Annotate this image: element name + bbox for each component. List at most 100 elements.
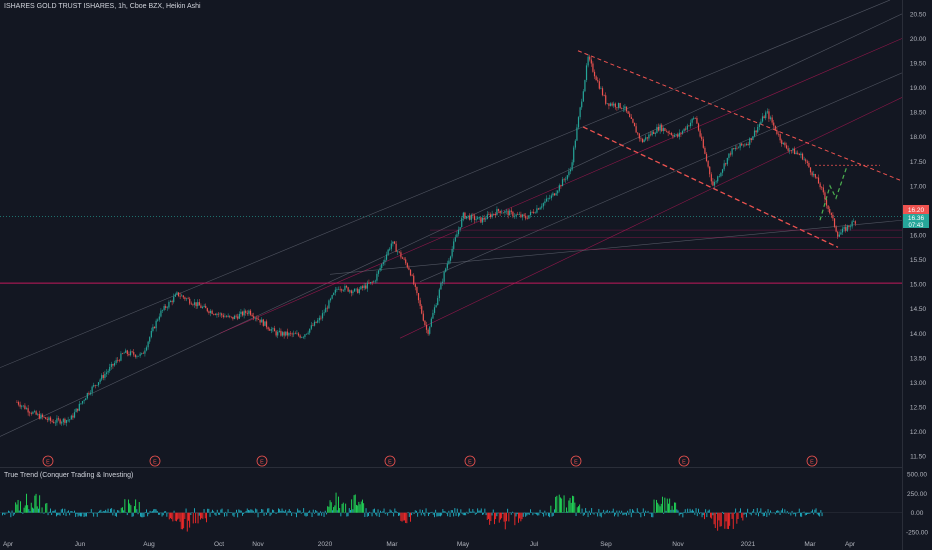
candle-body (467, 215, 469, 217)
indicator-bar (160, 512, 162, 514)
indicator-bar (392, 512, 393, 513)
indicator-bar (402, 512, 404, 521)
indicator-bar (407, 511, 409, 513)
candle-body (144, 350, 146, 354)
candle-body (792, 148, 794, 151)
candle-body (305, 333, 308, 335)
candle-body (214, 314, 216, 316)
indicator-bar (545, 512, 547, 516)
indicator-bar (752, 511, 753, 513)
candle-body (277, 331, 279, 336)
candle-body (384, 259, 386, 263)
candle-body (653, 131, 655, 134)
candle-body (312, 325, 314, 326)
candle-body (478, 217, 480, 218)
indicator-bar (814, 509, 816, 513)
indicator-bar (737, 512, 739, 520)
candle-body (317, 320, 319, 323)
indicator-bar (171, 512, 173, 520)
indicator-axis[interactable]: 500.00 250.00 0.00 -250.00 (906, 471, 928, 536)
candle-body (624, 106, 626, 109)
indicator-bar (818, 512, 819, 516)
indicator-bar (35, 493, 37, 513)
indicator-bar (549, 512, 551, 518)
indicator-bar (790, 512, 792, 516)
indicator-bar (201, 512, 203, 519)
candle-body (96, 385, 98, 386)
candle-body (681, 131, 684, 134)
candle-body (561, 179, 564, 187)
indicator-bar (184, 512, 186, 519)
candle-body (310, 325, 312, 329)
candle-body (497, 209, 500, 211)
indicator-bar (80, 512, 81, 517)
indicator-bar (596, 512, 597, 514)
indicator-bar (726, 512, 728, 529)
candle-body (38, 413, 40, 419)
candle-body (600, 88, 602, 89)
indicator-bar (675, 502, 677, 513)
price-axis[interactable]: 20.50 20.00 19.50 19.00 18.50 18.00 17.50 17.00… (910, 11, 927, 460)
indicator-bar (298, 510, 300, 513)
indicator-bar (33, 508, 35, 513)
candle-body (829, 208, 831, 213)
indicator-bar (275, 512, 277, 515)
candle-body (53, 421, 55, 424)
indicator-bar (172, 512, 174, 522)
indicator-bar (82, 512, 84, 514)
candle-body (211, 310, 213, 314)
indicator-bar (694, 512, 696, 515)
indicator-bar (710, 512, 711, 518)
indicator-bar (612, 508, 614, 513)
indicator-bar (466, 511, 468, 513)
indicator-bar (188, 512, 189, 521)
indicator-bar (290, 511, 291, 513)
candle-body (94, 384, 96, 386)
price-badge-mid-bg (903, 214, 929, 228)
indicator-bar (558, 494, 560, 513)
candle-body (174, 294, 176, 297)
indicator-bar (647, 510, 649, 513)
indicator-bar (174, 512, 176, 521)
indicator-bar (563, 495, 565, 513)
candle-body (411, 275, 413, 277)
candle-body (795, 152, 797, 155)
indicator-bar (717, 512, 719, 531)
candle-body (785, 145, 788, 149)
candle-body (649, 134, 652, 136)
indicator-bar (244, 512, 246, 513)
indicator-bar (264, 512, 266, 514)
candle-body (438, 289, 440, 299)
indicator-bar (327, 506, 329, 513)
time-axis[interactable]: Apr Jun Aug Oct Nov 2020 Mar May Jul Sep Nov 2021 Ma… (3, 541, 856, 548)
indicator-bar (532, 512, 534, 516)
candle-body (301, 337, 303, 338)
candle-body (157, 319, 159, 321)
indicator-bar (778, 510, 780, 513)
candle-body (251, 314, 253, 317)
candle-body (568, 171, 570, 176)
indicator-bar (144, 512, 146, 513)
indicator-bar (69, 512, 71, 516)
candle-body (110, 364, 112, 367)
indicator-bar (189, 512, 191, 528)
indicator-bar (791, 510, 793, 513)
indicator-bar (513, 512, 515, 514)
candle-body (733, 148, 735, 150)
candle-body (571, 162, 573, 170)
candle-body (761, 116, 764, 122)
candle-body (129, 351, 132, 356)
indicator-bar (87, 512, 89, 513)
indicator-bar (755, 512, 757, 516)
indicator-bar (165, 511, 167, 513)
indicator-bar (639, 512, 641, 514)
indicator-bar (766, 512, 768, 517)
indicator-bar (141, 512, 143, 518)
candle-body (102, 375, 104, 378)
indicator-bar (101, 511, 103, 513)
candle-body (789, 150, 791, 151)
channel-line (0, 0, 891, 368)
candle-body (152, 326, 154, 331)
candle-body (749, 138, 751, 145)
